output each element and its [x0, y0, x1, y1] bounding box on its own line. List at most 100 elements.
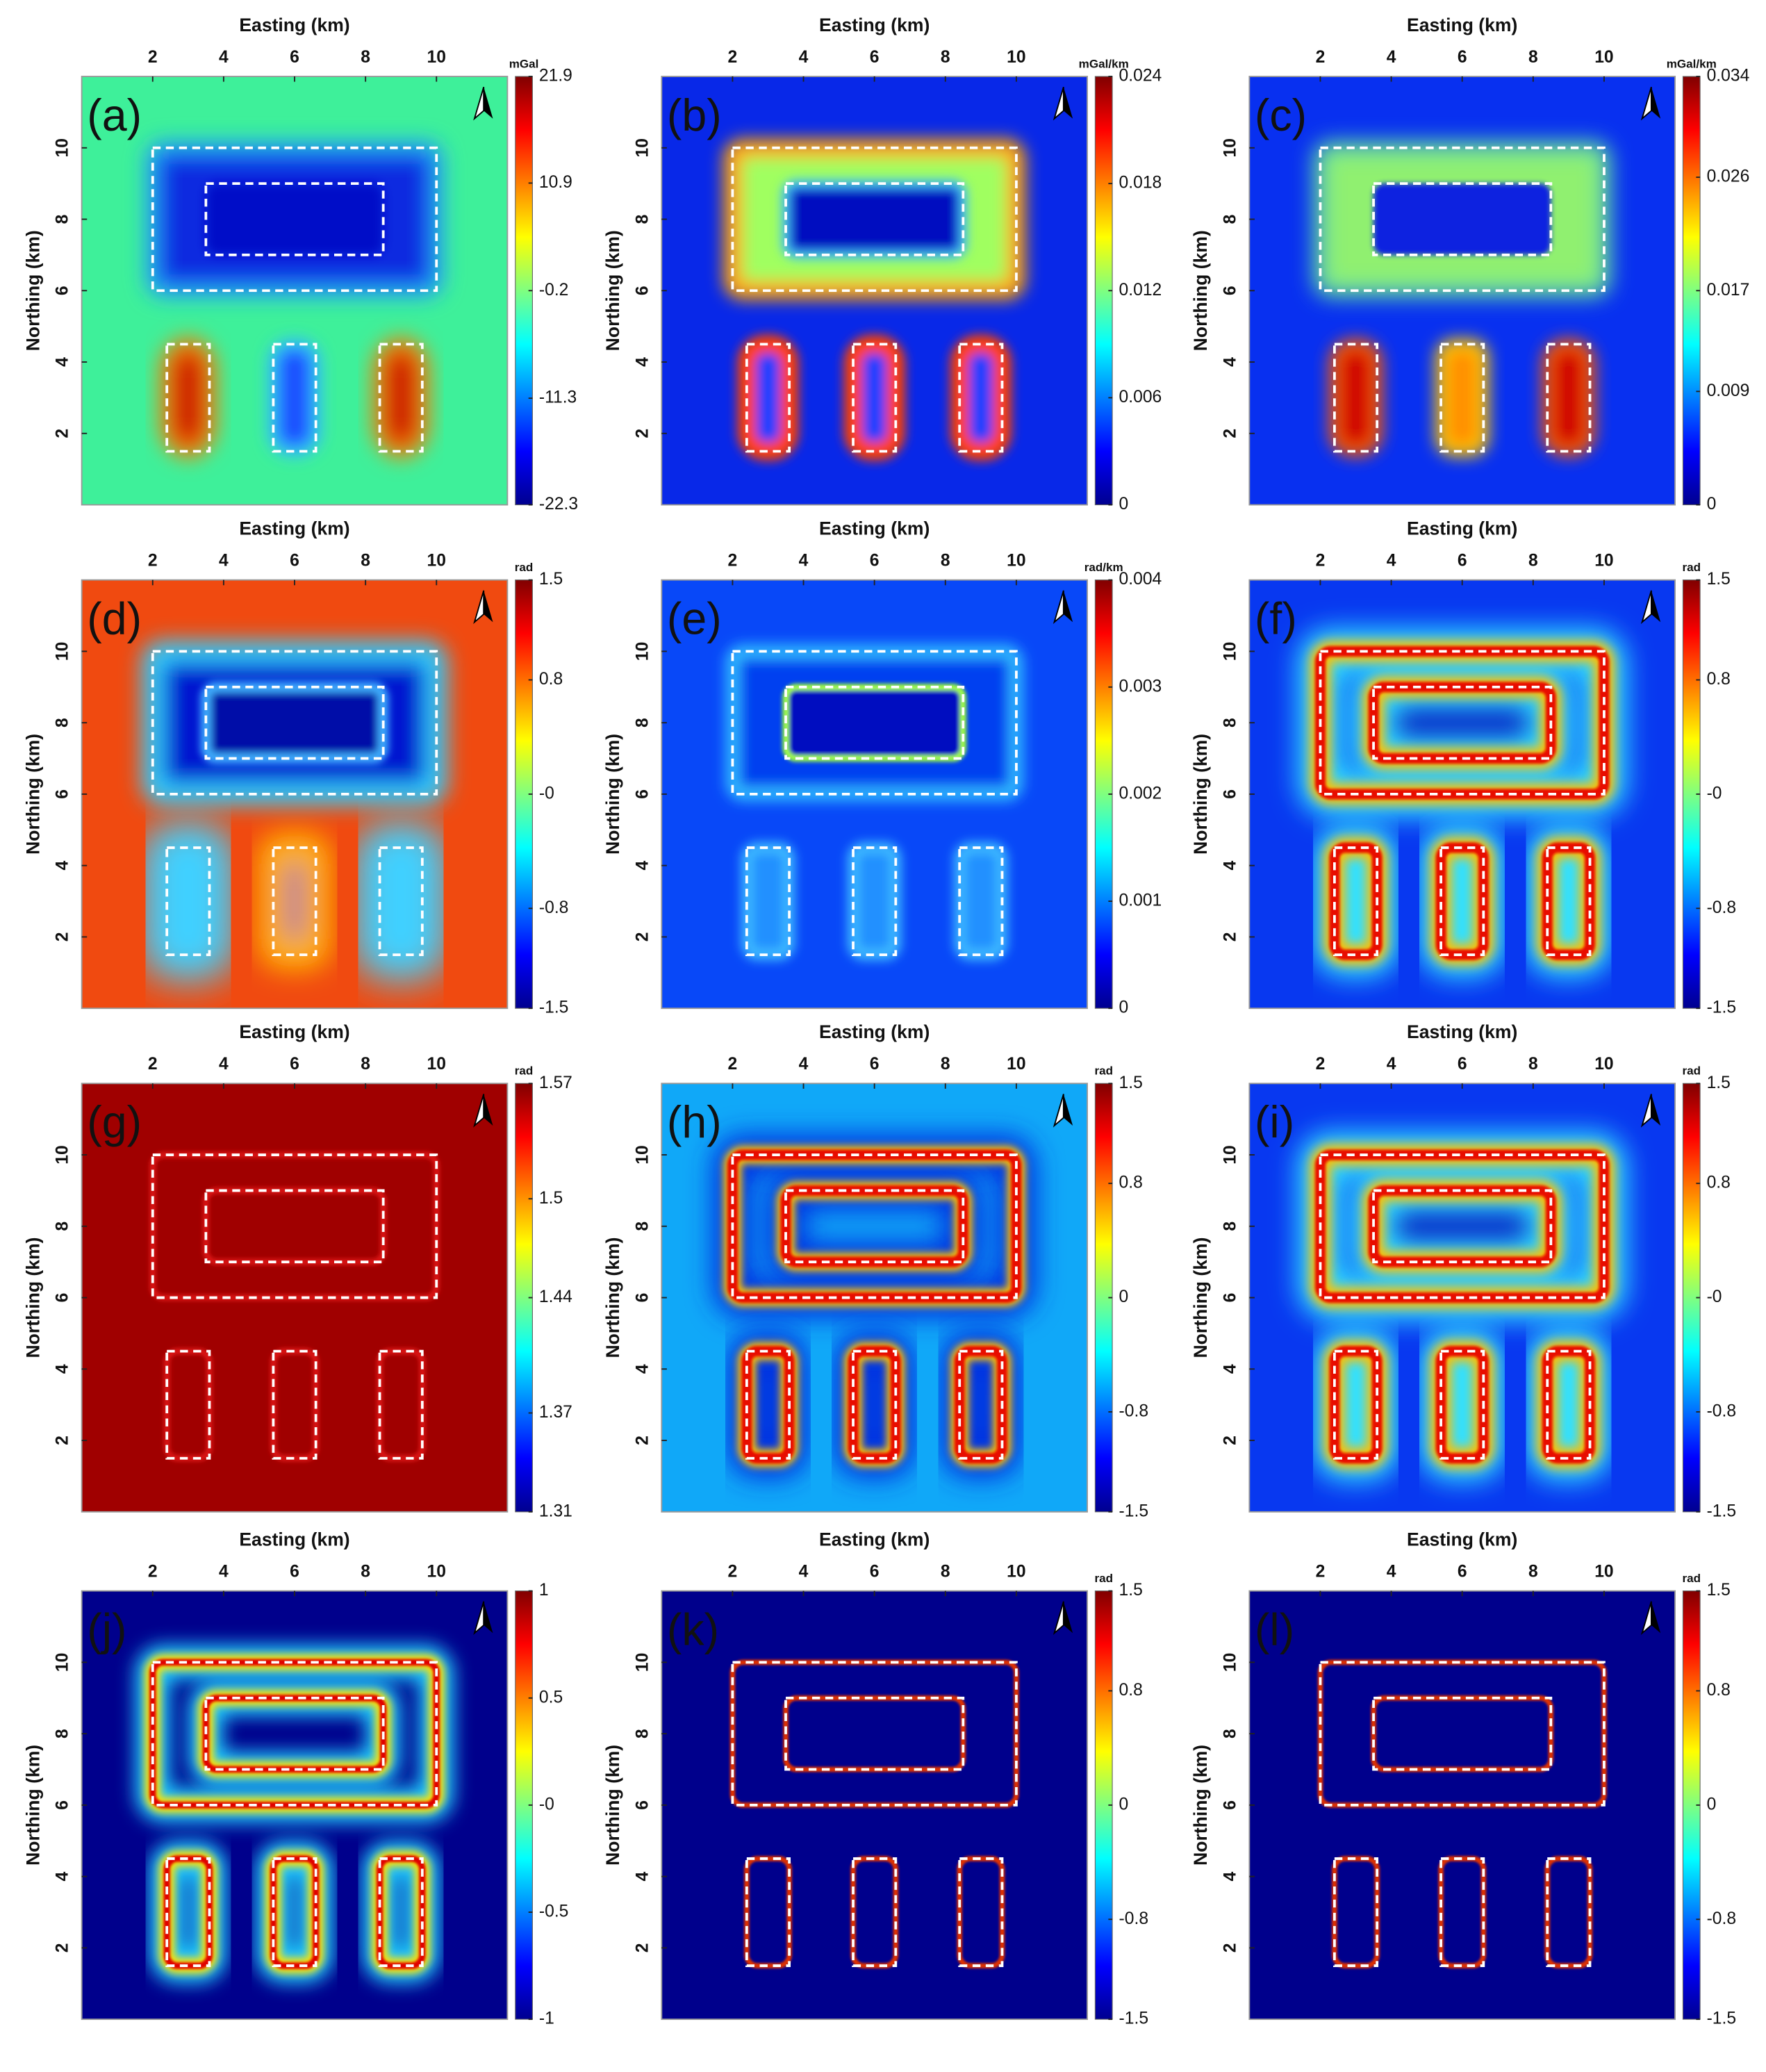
- colorbar-tick-label: 0: [1119, 1795, 1129, 1814]
- body-outline: [958, 343, 1004, 453]
- colorbar-tick-label: 1: [539, 1581, 549, 1600]
- body-outline: [1546, 846, 1592, 956]
- colorbar-tick-label: -0.8: [1707, 1909, 1737, 1928]
- body-outline: [731, 1153, 1018, 1299]
- y-axis-label: Northing (km): [22, 734, 43, 855]
- colorbar-tick-label: 1.5: [1707, 1074, 1731, 1092]
- x-tick-label: 4: [1387, 1563, 1396, 1581]
- x-tick-label: 8: [1528, 48, 1538, 67]
- anomaly-shading: [737, 335, 799, 461]
- panel-label: (c): [1255, 90, 1307, 140]
- body-outline: [1372, 1696, 1553, 1771]
- body-outline: [378, 1857, 424, 1967]
- y-tick-label: 6: [633, 789, 652, 799]
- anomaly-shading: [160, 337, 216, 458]
- x-tick-label: 10: [1007, 1563, 1025, 1581]
- colorbar-tick-label: 0.009: [1707, 381, 1750, 400]
- colorbar-tick-label: 0.026: [1707, 167, 1750, 186]
- colorbar-tick-label: -1.5: [1707, 2009, 1737, 2028]
- y-tick-label: 6: [1221, 286, 1239, 295]
- colorbar-label: rad: [1682, 561, 1701, 574]
- body-outline: [745, 846, 791, 956]
- y-tick-label: 2: [53, 1943, 72, 1953]
- x-tick-label: 2: [728, 48, 738, 67]
- y-tick-label: 10: [53, 138, 72, 157]
- x-tick-label: 10: [1594, 1055, 1613, 1074]
- body-outline: [958, 1857, 1004, 1967]
- heatmap: [81, 579, 508, 1009]
- colorbar-tick-label: 0.5: [539, 1688, 563, 1707]
- anomaly-shading: [267, 338, 322, 457]
- body-outline: [1332, 846, 1379, 956]
- y-tick-label: 2: [53, 1436, 72, 1445]
- colorbar-tick-label: 1.5: [1707, 570, 1731, 589]
- y-tick-label: 8: [53, 718, 72, 727]
- colorbar-tick-label: -0.8: [1119, 1401, 1149, 1420]
- colorbar-tick-label: 1.44: [539, 1288, 572, 1306]
- colorbar-tick-label: -1.5: [1119, 1502, 1149, 1520]
- anomaly-shading: [206, 183, 383, 255]
- x-tick-label: 6: [290, 552, 299, 570]
- y-tick-label: 10: [53, 1653, 72, 1672]
- x-tick-label: 6: [1458, 552, 1467, 570]
- y-tick-label: 8: [53, 1729, 72, 1738]
- body-outline: [204, 685, 385, 760]
- colorbar-label: mGal: [509, 57, 539, 70]
- colorbar-tick-label: 0.8: [1707, 1681, 1731, 1700]
- anomaly-shading: [140, 821, 236, 982]
- body-outline: [204, 182, 385, 256]
- colorbar-tick-label: -0: [1707, 1288, 1722, 1306]
- body-outline: [784, 1696, 965, 1771]
- heatmap: [1249, 76, 1676, 505]
- body-outline: [1546, 1349, 1592, 1460]
- heatmap: [81, 76, 508, 505]
- x-tick-label: 10: [427, 552, 446, 570]
- x-tick-label: 2: [1316, 48, 1326, 67]
- heatmap: [1249, 1083, 1676, 1512]
- body-outline: [378, 343, 424, 453]
- colorbar-tick-label: 1.5: [539, 1189, 563, 1208]
- body-outline: [1439, 343, 1485, 453]
- x-axis-label: Easting (km): [239, 1021, 349, 1042]
- colorbar-label: rad: [1094, 1572, 1113, 1585]
- y-tick-label: 10: [53, 1145, 72, 1164]
- panel: (j)Easting (km)Northing (km)2 4 6 8 10246810…: [22, 1529, 568, 2028]
- y-axis-label: Northing (km): [22, 1745, 43, 1866]
- x-tick-label: 10: [1594, 48, 1613, 67]
- body-outline: [204, 1189, 385, 1264]
- x-tick-label: 8: [361, 48, 370, 67]
- y-tick-label: 10: [633, 1653, 652, 1672]
- body-outline: [852, 1857, 898, 1967]
- heatmap: [81, 1083, 508, 1512]
- panel: (k) Easting (km) Northing (km) 2 4 6 8 10 2 4 6 8 10…: [602, 1529, 1148, 2028]
- anomaly-shading: [257, 832, 332, 971]
- colorbar-tick-label: 0.004: [1119, 570, 1162, 589]
- colorbar-label: rad: [1094, 1064, 1113, 1078]
- y-tick-label: 2: [53, 429, 72, 438]
- body-outline: [272, 343, 317, 453]
- y-tick-label: 4: [1221, 1364, 1239, 1374]
- body-outline: [1332, 1349, 1379, 1460]
- body-outline: [852, 343, 898, 453]
- x-tick-label: 4: [799, 1563, 809, 1581]
- x-tick-label: 10: [1594, 552, 1613, 570]
- x-tick-label: 4: [1387, 48, 1396, 67]
- y-tick-label: 6: [633, 1800, 652, 1810]
- x-tick-label: 2: [1316, 1055, 1326, 1074]
- heatmap: [1249, 579, 1676, 1009]
- x-tick-label: 4: [219, 48, 229, 67]
- body-outline: [378, 846, 424, 956]
- x-axis-label: Easting (km): [819, 1021, 930, 1042]
- colorbar-label: mGal/km: [1079, 57, 1129, 70]
- x-axis-label: Easting (km): [1407, 518, 1517, 539]
- colorbar-tick-label: 0.8: [1119, 1174, 1143, 1192]
- y-tick-label: 10: [633, 138, 652, 157]
- y-tick-label: 6: [53, 286, 72, 295]
- y-axis-label: Northing (km): [22, 1238, 43, 1358]
- anomaly-shading: [954, 842, 1008, 960]
- y-tick-label: 2: [633, 429, 652, 438]
- colorbar-tick-label: 0: [1707, 495, 1717, 513]
- y-axis-label: Northing (km): [602, 1745, 623, 1866]
- x-tick-label: 8: [941, 1055, 950, 1074]
- colorbar-tick-label: -1.5: [1707, 998, 1737, 1017]
